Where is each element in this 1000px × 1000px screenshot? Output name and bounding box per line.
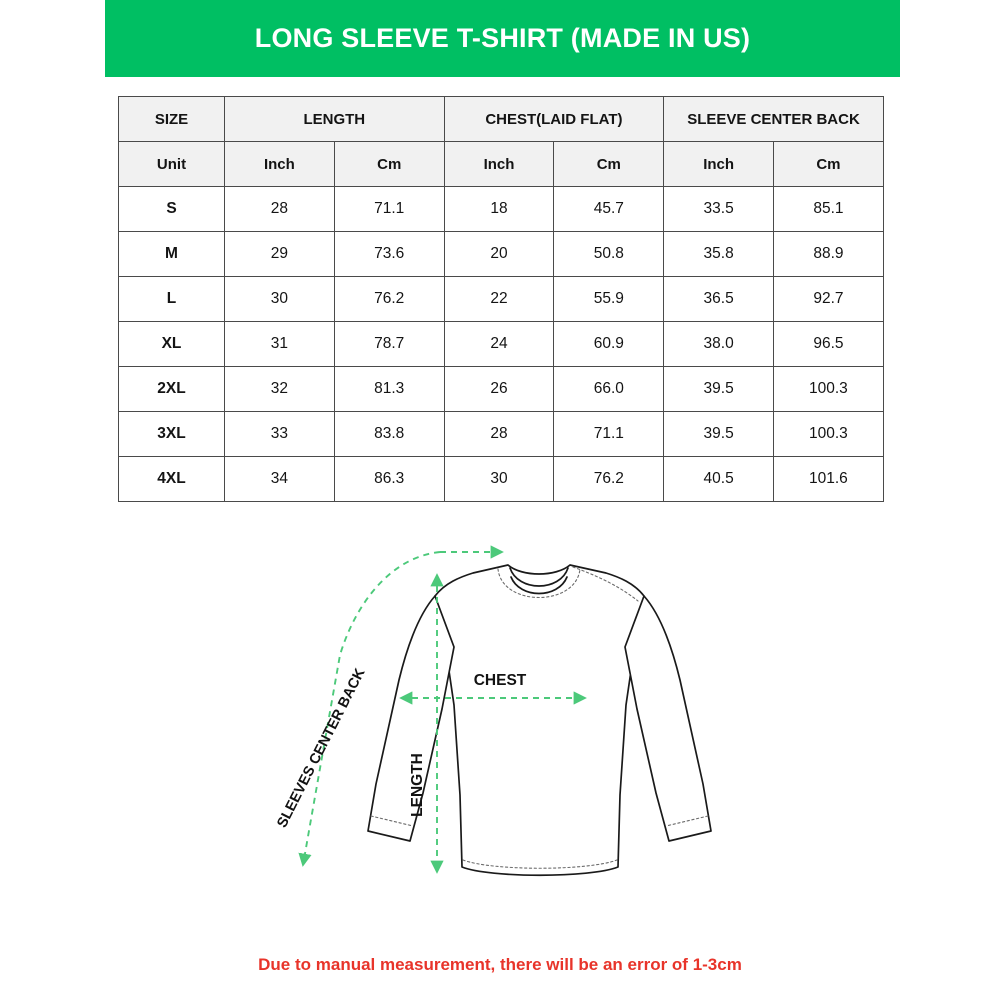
cell-sleeve-inch: 33.5 <box>663 186 775 232</box>
cell-length-inch: 29 <box>224 231 335 277</box>
column-header-size: SIZE <box>118 96 225 142</box>
collar-band-path <box>509 567 569 587</box>
left-cuff-stitch-line <box>370 815 414 827</box>
table-group-header-row: SIZE LENGTH CHEST(LAID FLAT) SLEEVE CENT… <box>118 96 884 142</box>
measurement-disclaimer: Due to manual measurement, there will be… <box>258 955 742 974</box>
cell-length-cm: 78.7 <box>333 321 445 367</box>
cell-chest-cm: 71.1 <box>553 411 665 457</box>
stitch-lines-group <box>370 566 709 869</box>
cell-chest-cm: 66.0 <box>553 366 665 412</box>
unit-header-length-inch: Inch <box>224 141 335 187</box>
chest-label: CHEST <box>474 672 527 689</box>
cell-length-cm: 73.6 <box>333 231 445 277</box>
column-header-chest: CHEST(LAID FLAT) <box>443 96 665 142</box>
table-row: XL 31 78.7 24 60.9 38.0 96.5 <box>118 321 884 367</box>
cell-sleeve-inch: 35.8 <box>663 231 775 277</box>
sleeves-center-back-label: SLEEVES CENTER BACK <box>274 665 369 830</box>
table-row: S 28 71.1 18 45.7 33.5 85.1 <box>118 186 884 232</box>
page-title: LONG SLEEVE T-SHIRT (MADE IN US) <box>254 23 751 53</box>
table-row: L 30 76.2 22 55.9 36.5 92.7 <box>118 276 884 322</box>
size-chart-table-container: SIZE LENGTH CHEST(LAID FLAT) SLEEVE CENT… <box>118 96 884 502</box>
table-body: S 28 71.1 18 45.7 33.5 85.1 M 29 73.6 20… <box>118 186 884 502</box>
garment-diagram: CHEST LENGTH SLEEVES CENTER BACK <box>270 535 740 925</box>
hem-stitch-line <box>462 859 618 869</box>
unit-header-length-cm: Cm <box>333 141 445 187</box>
cell-sleeve-cm: 85.1 <box>773 186 884 232</box>
table-unit-header-row: Unit Inch Cm Inch Cm Inch Cm <box>118 141 884 187</box>
column-header-sleeve-center-back: SLEEVE CENTER BACK <box>663 96 884 142</box>
cell-length-inch: 28 <box>224 186 335 232</box>
cell-sleeve-inch: 36.5 <box>663 276 775 322</box>
unit-header-unit: Unit <box>118 141 225 187</box>
cell-length-cm: 81.3 <box>333 366 445 412</box>
cell-chest-cm: 50.8 <box>553 231 665 277</box>
cell-length-inch: 32 <box>224 366 335 412</box>
cell-size: L <box>118 276 225 322</box>
cell-length-cm: 76.2 <box>333 276 445 322</box>
cell-sleeve-cm: 88.9 <box>773 231 884 277</box>
cell-size: 3XL <box>118 411 225 457</box>
neck-stitch-line <box>497 568 581 598</box>
table-row: M 29 73.6 20 50.8 35.8 88.9 <box>118 231 884 277</box>
cell-length-cm: 71.1 <box>333 186 445 232</box>
cell-chest-cm: 45.7 <box>553 186 665 232</box>
shirt-body-path <box>434 564 645 877</box>
cell-size: S <box>118 186 225 232</box>
cell-sleeve-cm: 100.3 <box>773 411 884 457</box>
cell-chest-cm: 60.9 <box>553 321 665 367</box>
cell-sleeve-cm: 92.7 <box>773 276 884 322</box>
measurement-arrows-group <box>298 545 587 874</box>
cell-sleeve-inch: 40.5 <box>663 456 775 502</box>
cell-length-inch: 34 <box>224 456 335 502</box>
cell-chest-inch: 28 <box>443 411 555 457</box>
cell-sleeve-inch: 39.5 <box>663 411 775 457</box>
cell-length-inch: 33 <box>224 411 335 457</box>
column-header-length: LENGTH <box>224 96 445 142</box>
size-chart-table: SIZE LENGTH CHEST(LAID FLAT) SLEEVE CENT… <box>118 96 884 502</box>
right-shoulder-seam <box>572 566 639 602</box>
header-banner: LONG SLEEVE T-SHIRT (MADE IN US) <box>105 0 900 77</box>
unit-header-sleeve-inch: Inch <box>663 141 775 187</box>
cell-size: XL <box>118 321 225 367</box>
cell-chest-inch: 22 <box>443 276 555 322</box>
unit-header-chest-inch: Inch <box>443 141 555 187</box>
cell-chest-inch: 26 <box>443 366 555 412</box>
cell-size: M <box>118 231 225 277</box>
collar-inner-path <box>510 576 568 595</box>
right-sleeve-path <box>624 595 712 842</box>
cell-sleeve-inch: 39.5 <box>663 366 775 412</box>
cell-length-cm: 83.8 <box>333 411 445 457</box>
unit-header-sleeve-cm: Cm <box>773 141 884 187</box>
table-row: 3XL 33 83.8 28 71.1 39.5 100.3 <box>118 411 884 457</box>
cell-chest-inch: 20 <box>443 231 555 277</box>
unit-header-chest-cm: Cm <box>553 141 665 187</box>
right-cuff-stitch-line <box>665 815 709 827</box>
cell-chest-cm: 76.2 <box>553 456 665 502</box>
cell-length-inch: 30 <box>224 276 335 322</box>
cell-size: 4XL <box>118 456 225 502</box>
cell-chest-inch: 18 <box>443 186 555 232</box>
cell-size: 2XL <box>118 366 225 412</box>
cell-sleeve-inch: 38.0 <box>663 321 775 367</box>
cell-length-cm: 86.3 <box>333 456 445 502</box>
cell-chest-inch: 30 <box>443 456 555 502</box>
shirt-outline-group <box>367 564 712 877</box>
length-label: LENGTH <box>409 753 426 817</box>
cell-sleeve-cm: 101.6 <box>773 456 884 502</box>
cell-sleeve-cm: 96.5 <box>773 321 884 367</box>
cell-length-inch: 31 <box>224 321 335 367</box>
table-row: 4XL 34 86.3 30 76.2 40.5 101.6 <box>118 456 884 502</box>
table-row: 2XL 32 81.3 26 66.0 39.5 100.3 <box>118 366 884 412</box>
cell-chest-cm: 55.9 <box>553 276 665 322</box>
cell-sleeve-cm: 100.3 <box>773 366 884 412</box>
cell-chest-inch: 24 <box>443 321 555 367</box>
